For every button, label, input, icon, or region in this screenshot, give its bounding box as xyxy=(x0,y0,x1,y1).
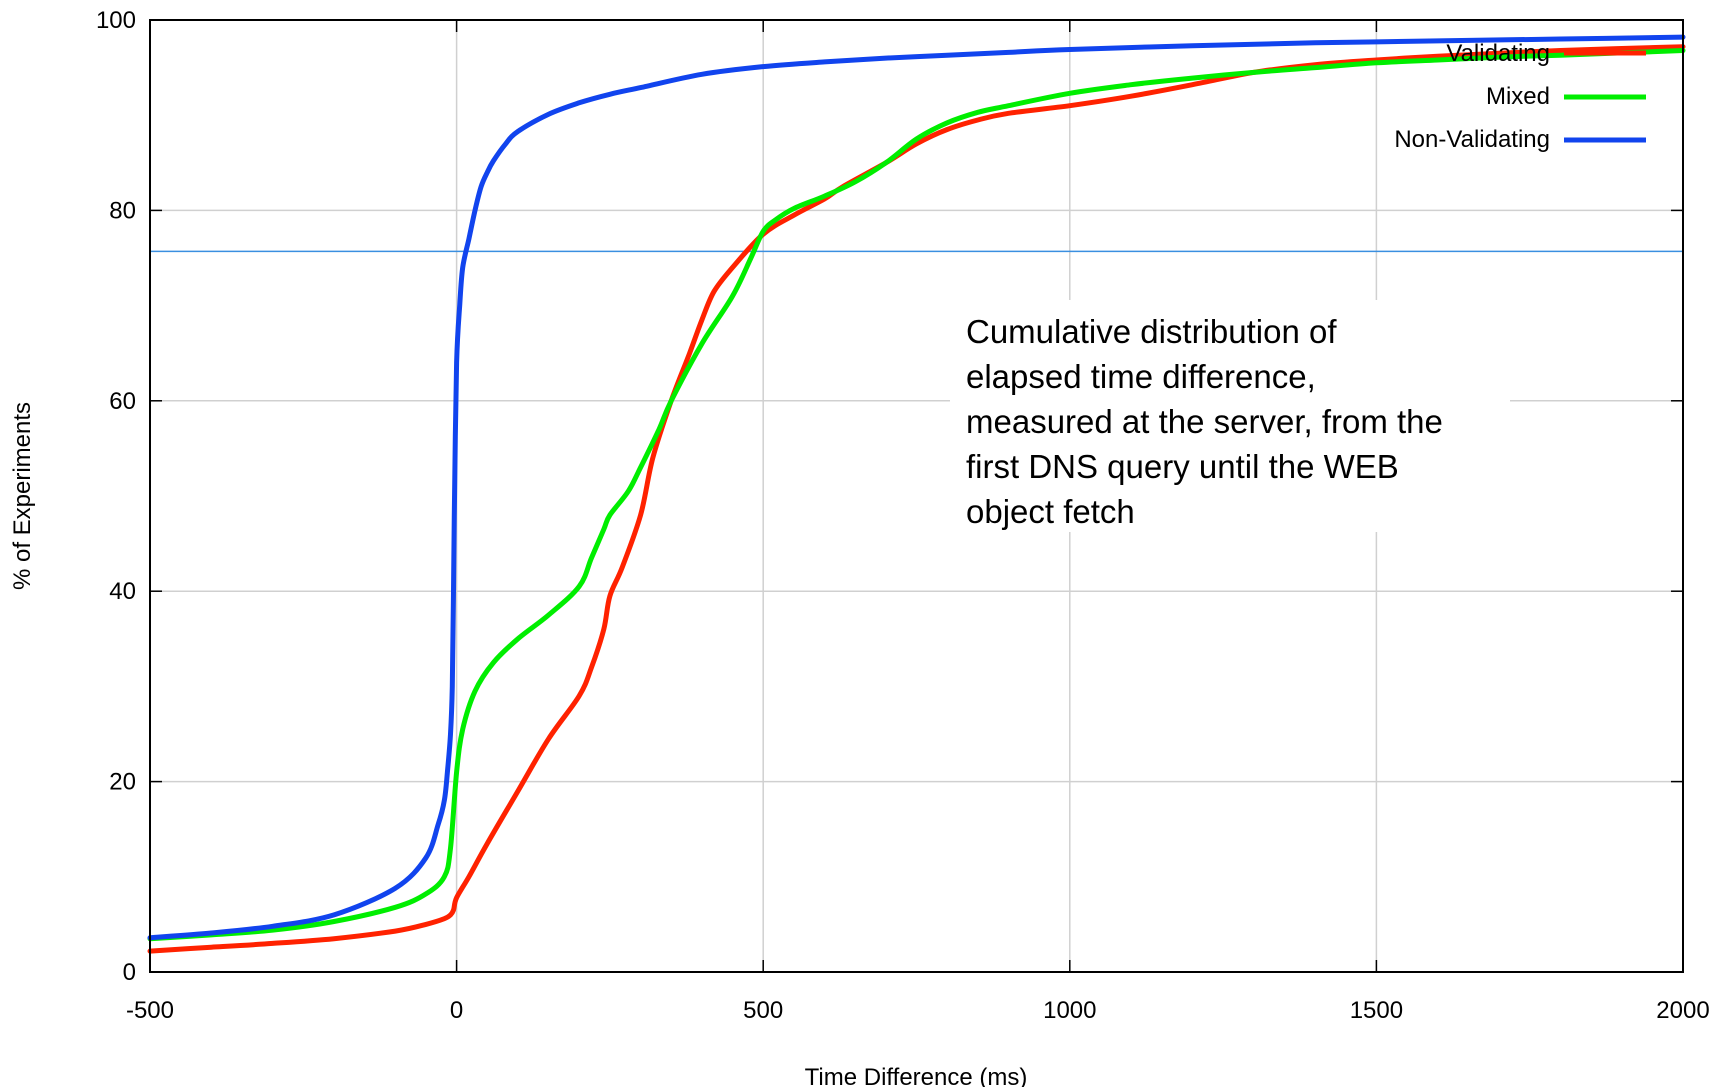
x-tick-label: 0 xyxy=(450,997,463,1024)
legend-label-validating: Validating xyxy=(1446,40,1550,67)
annotation-line-4: first DNS query until the WEB xyxy=(966,448,1399,485)
y-tick-label: 20 xyxy=(109,769,136,796)
annotation-line-2: elapsed time difference, xyxy=(966,358,1316,395)
annotation-text: Cumulative distribution of elapsed time … xyxy=(950,300,1510,532)
x-tick-label: 2000 xyxy=(1656,997,1709,1024)
series-line-non-validating xyxy=(147,34,1686,941)
series-layer xyxy=(147,34,1686,954)
x-tick-label: 500 xyxy=(743,997,783,1024)
legend-label-mixed: Mixed xyxy=(1486,83,1550,110)
series-line-mixed xyxy=(147,48,1686,942)
plot-frame xyxy=(149,19,1684,973)
x-tick-label: 1000 xyxy=(1043,997,1096,1024)
legend: Validating Mixed Non-Validating xyxy=(1394,40,1646,153)
annotation-line-3: measured at the server, from the xyxy=(966,403,1443,440)
annotation-backdrop xyxy=(950,300,1510,532)
y-tick-label: 60 xyxy=(109,388,136,415)
tick-labels: -500 0 500 1000 1500 2000 0 20 40 60 80 100 xyxy=(96,7,1710,1024)
x-tick-label: 1500 xyxy=(1350,997,1403,1024)
y-axis-title: % of Experiments xyxy=(9,402,36,590)
y-tick-label: 80 xyxy=(109,197,136,224)
y-tick-label: 0 xyxy=(123,959,136,986)
x-tick-label: -500 xyxy=(126,997,174,1024)
annotation-line-1: Cumulative distribution of xyxy=(966,313,1337,350)
series-line-validating xyxy=(147,44,1686,954)
y-tick-label: 100 xyxy=(96,7,136,34)
x-axis-title: Time Difference (ms) xyxy=(805,1064,1028,1087)
annotation-line-5: object fetch xyxy=(966,493,1135,530)
legend-label-non-validating: Non-Validating xyxy=(1394,126,1550,153)
y-tick-label: 40 xyxy=(109,578,136,605)
grid-lines xyxy=(150,20,1683,972)
